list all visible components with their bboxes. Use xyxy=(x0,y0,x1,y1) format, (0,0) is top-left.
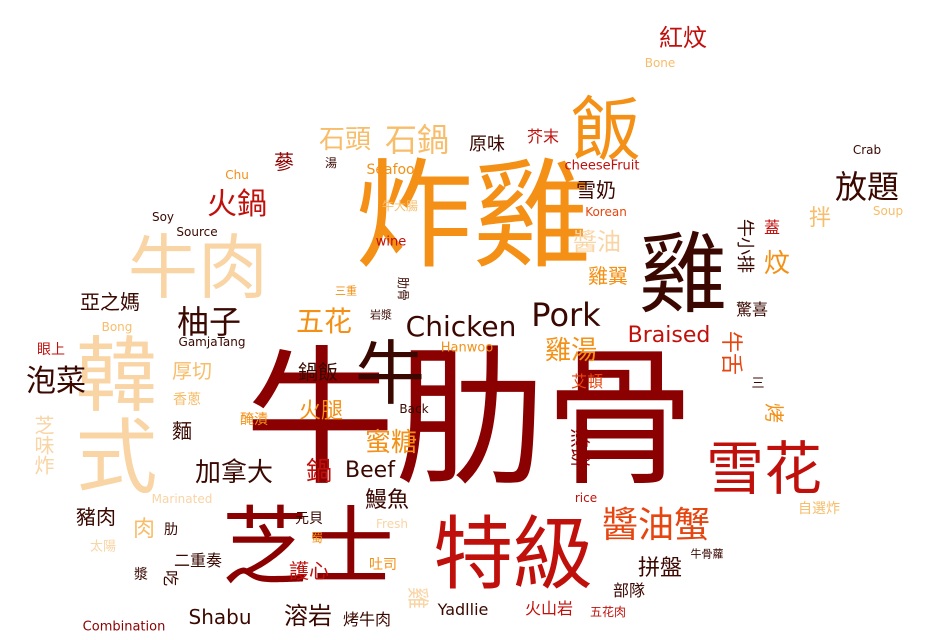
word-beef: Beef xyxy=(345,458,395,483)
word-zi-xuan-zha: 自選炸 xyxy=(798,501,840,517)
word-xiang-cong: 香蔥 xyxy=(173,392,201,408)
word-seafood: Seafood xyxy=(366,162,424,178)
word-xue-nai: 雪奶 xyxy=(576,178,616,202)
word-guo: 鍋 xyxy=(305,457,333,487)
word-niu-she: 牛舌 xyxy=(718,330,743,376)
word-korean: Korean xyxy=(585,205,627,219)
word-cheesefruit: cheeseFruit xyxy=(564,158,640,174)
word-ya-zhi-ma: 亞之媽 xyxy=(80,290,140,314)
word-yuan-bei: 元貝 xyxy=(295,511,323,527)
word-rong-yan: 溶岩 xyxy=(284,602,332,630)
word-yuan-wei: 原味 xyxy=(469,134,505,155)
word-bong: Bong xyxy=(101,320,133,334)
word-mian: 麵 xyxy=(172,419,192,443)
word-niu-gu-luo: 牛骨蘿 xyxy=(690,547,724,561)
word-niu-xiao-pai: 牛小排 xyxy=(734,219,755,273)
word-ji-small: 雞 xyxy=(404,586,429,610)
word-ai-dun: 艾頓 xyxy=(570,372,604,391)
word-fan: 飯 xyxy=(571,89,641,171)
word-rice: rice xyxy=(574,491,598,505)
word-pin-pan: 拼盤 xyxy=(637,556,683,581)
word-zhi-shi: 芝士 xyxy=(222,498,394,598)
word-hong-wen: 紅炆 xyxy=(659,24,707,52)
word-fresh: Fresh xyxy=(376,517,408,531)
word-man-yu: 鰻魚 xyxy=(364,488,410,513)
word-chi: 吃 xyxy=(161,569,180,587)
word-combination: Combination xyxy=(82,619,166,635)
word-kao-niu-rou: 烤牛肉 xyxy=(342,610,392,629)
word-gai: 蓋 xyxy=(763,218,781,237)
word-zhi-wei-zha: 芝味炸 xyxy=(31,415,55,475)
word-braised: Braised xyxy=(627,323,711,348)
word-kao: 烤 xyxy=(762,403,786,423)
word-guo-fan: 鍋飯 xyxy=(298,360,338,384)
word-yadllie: Yadllie xyxy=(437,600,489,619)
word-niu-da-chang: 牛大腸 xyxy=(381,199,419,213)
word-tang: 湯 xyxy=(324,156,338,170)
word-crab: Crab xyxy=(852,143,882,157)
word-tai-yang: 太陽 xyxy=(89,539,117,555)
word-jie-mo: 芥末 xyxy=(526,127,560,146)
word-er-zhong-zou: 二重奏 xyxy=(173,551,223,570)
word-jiang: 漿 xyxy=(134,567,148,583)
word-hanwoo: Hanwoo xyxy=(440,340,494,356)
word-le: 肋 xyxy=(164,522,178,538)
word-jiang-you-xie: 醬油蟹 xyxy=(601,505,711,546)
word-rou: 肉 xyxy=(132,517,156,542)
word-fang-ti: 放題 xyxy=(834,168,900,206)
word-wine: wine xyxy=(375,234,407,250)
word-wen: 炆 xyxy=(763,249,791,279)
word-yan-zi: 醃漬 xyxy=(240,412,268,428)
word-source: Source xyxy=(176,225,218,239)
word-huo-tui: 火腿 xyxy=(298,399,344,424)
word-chu: Chu xyxy=(225,168,249,182)
word-shu: 蜀 xyxy=(310,531,324,545)
word-hu-xin: 護心 xyxy=(289,559,329,583)
word-bu-dui: 部隊 xyxy=(612,581,646,600)
word-niu: 牛 xyxy=(355,333,425,415)
word-yan-shang: 眼上 xyxy=(37,342,65,358)
word-pao-cai: 泡菜 xyxy=(26,364,86,399)
word-back: Back xyxy=(399,402,429,416)
word-san: 三 xyxy=(751,376,765,392)
word-jian-bing: 煎餅 xyxy=(568,428,592,468)
word-soy: Soy xyxy=(151,210,175,224)
word-chicken: Chicken xyxy=(405,310,517,343)
word-zhu-rou: 豬肉 xyxy=(76,505,116,529)
word-le-gu: 肋骨 xyxy=(396,276,410,302)
word-jing-xi: 驚喜 xyxy=(735,300,769,319)
word-wu-hua-rou: 五花肉 xyxy=(589,605,627,619)
word-you-zi: 柚子 xyxy=(176,303,242,341)
word-hou-qie: 厚切 xyxy=(172,359,212,383)
word-huo-guo: 火鍋 xyxy=(207,187,267,222)
word-han-shi: 韓式 xyxy=(61,332,156,496)
word-ji: 雞 xyxy=(638,223,728,326)
word-shabu: Shabu xyxy=(188,605,252,629)
word-bone: Bone xyxy=(644,56,676,70)
word-jiang-you: 醬油 xyxy=(573,228,621,256)
word-ji-yi: 雞翼 xyxy=(588,264,628,288)
word-pork: Pork xyxy=(531,296,601,334)
word-yan-jiang: 岩漿 xyxy=(370,308,392,322)
word-niu-rou: 牛肉 xyxy=(128,227,268,309)
word-zha-ji: 炸雞 xyxy=(354,147,592,285)
word-shi-guo: 石鍋 xyxy=(384,121,450,159)
word-shen: 蔘 xyxy=(274,150,294,174)
word-te-ji: 特級 xyxy=(433,508,593,601)
word-shi-tou: 石頭 xyxy=(318,125,372,155)
word-ban: 拌 xyxy=(808,206,832,231)
word-san-zhong: 三重 xyxy=(335,284,357,298)
word-niu-le-gu: 牛肋骨 xyxy=(244,333,696,507)
word-wu-hua: 五花 xyxy=(295,305,353,338)
word-huo-shan-yan: 火山岩 xyxy=(524,599,574,618)
word-soup: Soup xyxy=(872,204,904,218)
word-marinated: Marinated xyxy=(151,492,213,506)
word-jia-na-da: 加拿大 xyxy=(194,458,274,488)
word-xue-hua: 雪花 xyxy=(705,435,823,503)
word-ji-tang: 雞湯 xyxy=(544,336,598,366)
word-gamjatang: GamjaTang xyxy=(178,335,246,349)
word-tu-si: 吐司 xyxy=(369,557,397,573)
word-mi-tang: 蜜糖 xyxy=(364,428,418,458)
